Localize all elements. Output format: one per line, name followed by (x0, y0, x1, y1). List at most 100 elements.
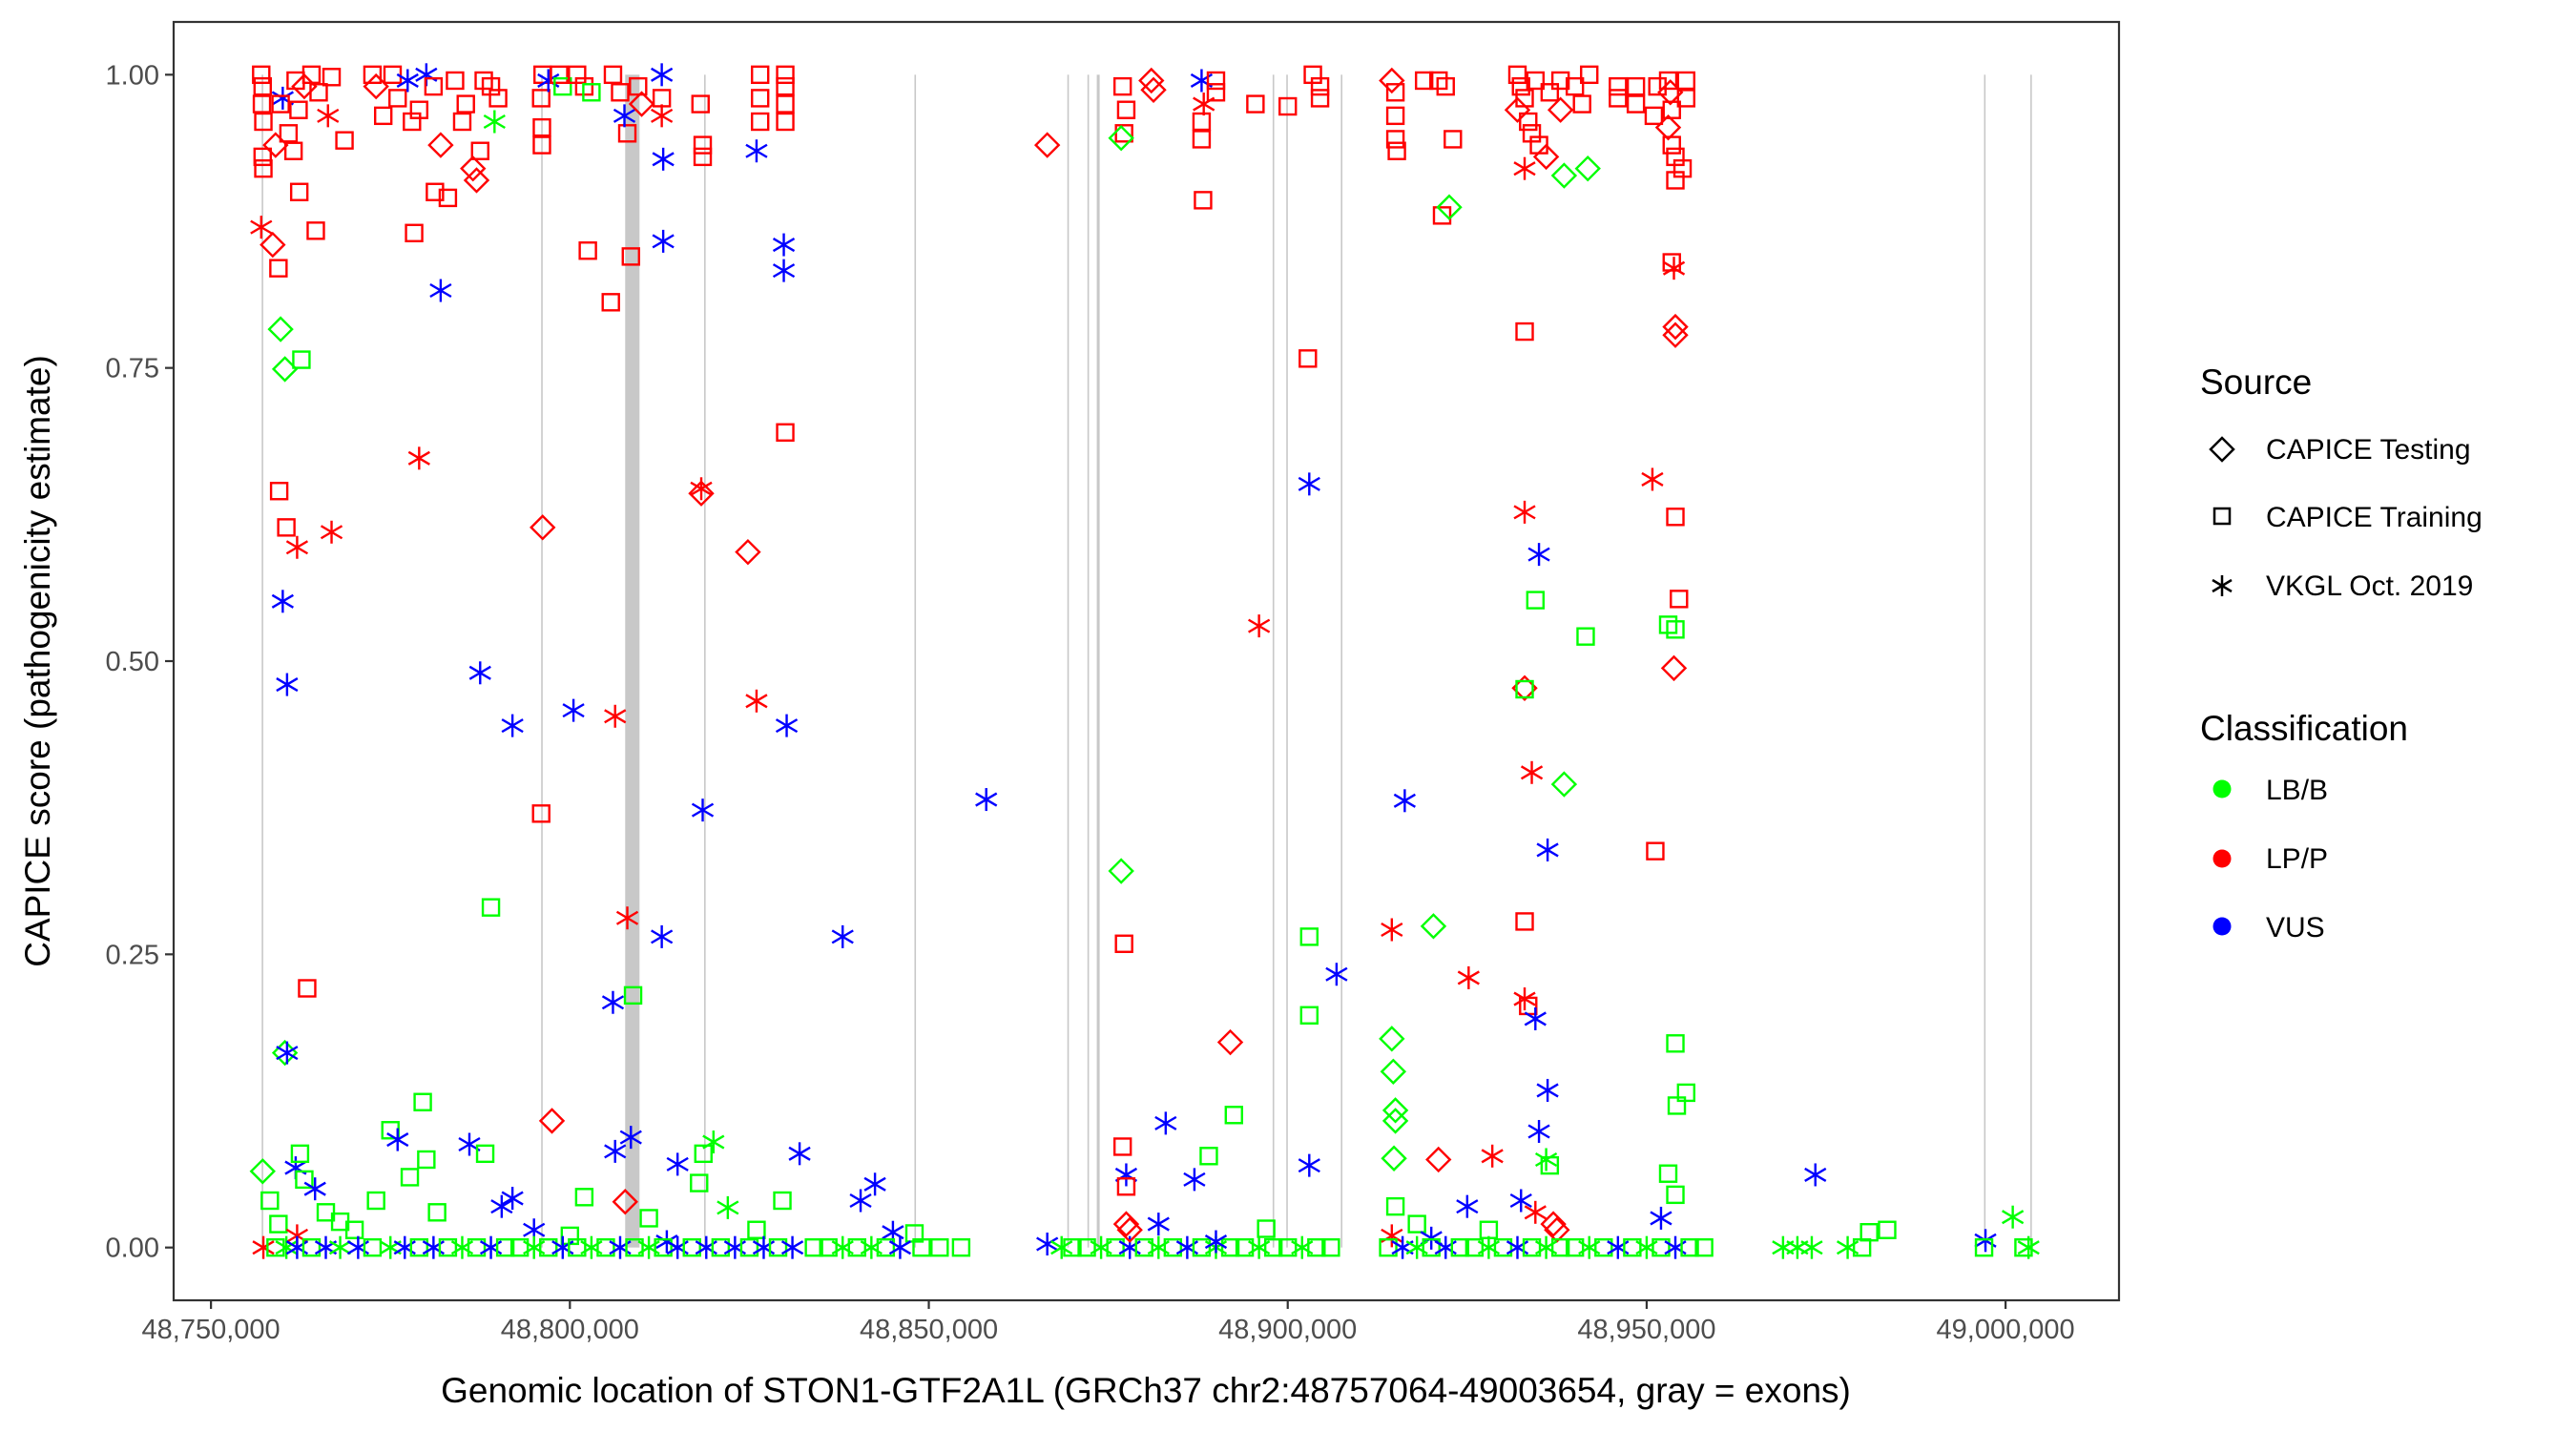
exon-band (1340, 74, 1342, 1248)
exon-band (1087, 74, 1090, 1248)
point-vkgl-u (772, 259, 796, 282)
point-vkgl-u (651, 924, 674, 948)
point-vkgl-u (1154, 1111, 1177, 1135)
point-training-p (269, 482, 289, 501)
point-vkgl-u (619, 1126, 642, 1150)
point-training-p (1246, 94, 1265, 114)
point-training-p (621, 247, 640, 266)
exon-band (1272, 74, 1275, 1248)
point-training-b (1666, 1185, 1685, 1205)
point-training-p (253, 76, 272, 96)
point-training-p (335, 131, 354, 150)
point-vkgl-u (888, 1235, 912, 1259)
legend-item-vkgl: VKGL Oct. 2019 (2212, 570, 2473, 602)
point-training-p (1565, 76, 1585, 96)
point-training-b (1422, 1237, 1441, 1257)
point-vkgl-p (317, 104, 340, 128)
exon-band (704, 74, 706, 1248)
point-training-p (617, 124, 637, 143)
point-training-b (509, 1237, 530, 1257)
point-training-b (1257, 1219, 1276, 1238)
point-vkgl-p (1641, 467, 1664, 491)
point-training-b (1565, 1237, 1585, 1257)
point-training-p (776, 65, 795, 85)
point-training-p (470, 141, 489, 160)
exon-band (1984, 74, 1986, 1248)
point-vkgl-u (1527, 1119, 1550, 1143)
point-training-b (739, 1237, 759, 1257)
point-training-p (456, 94, 475, 114)
x-axis: 48,750,000 48,800,000 48,850,000 48,900,000… (142, 1300, 2075, 1345)
legend-label: LB/B (2266, 775, 2328, 806)
point-training-p (1310, 76, 1330, 96)
point-training-p (1666, 171, 1685, 190)
point-training-b (295, 1170, 314, 1190)
point-training-p (1511, 76, 1530, 96)
point-training-b (1515, 679, 1534, 699)
y-tick-label: 0.00 (106, 1234, 159, 1264)
point-vkgl-p (745, 689, 768, 713)
point-testing-p (1547, 96, 1574, 123)
point-testing-p (1660, 654, 1688, 682)
point-training-p (309, 83, 328, 102)
point-testing-p (628, 91, 655, 117)
point-vkgl-u (604, 1139, 627, 1163)
legend-item-capice-testing: CAPICE Testing (2209, 434, 2471, 466)
point-vkgl-u (1524, 1006, 1547, 1030)
point-testing-p (1504, 96, 1531, 123)
point-training-p (426, 182, 445, 201)
legend-classification-title: Classification (2200, 709, 2408, 748)
point-training-p (252, 94, 272, 114)
point-training-b (1522, 1237, 1542, 1257)
point-training-p (1676, 89, 1696, 108)
point-training-b (1694, 1237, 1714, 1257)
point-training-p (383, 65, 403, 85)
point-training-p (301, 65, 322, 85)
point-training-b (1974, 1237, 1994, 1257)
point-training-b (1594, 1237, 1613, 1257)
exon-bands (261, 74, 2032, 1248)
y-tick-label: 0.50 (106, 647, 159, 677)
point-testing-b (1574, 155, 1601, 182)
point-training-b (301, 1237, 322, 1257)
point-training-b (1878, 1220, 1897, 1239)
point-testing-p (1662, 313, 1689, 341)
point-training-b (876, 1237, 896, 1257)
point-training-p (1112, 1137, 1132, 1156)
point-training-p (1206, 83, 1226, 102)
point-training-p (1644, 106, 1664, 126)
point-vkgl-u (651, 63, 674, 87)
point-training-b (596, 1237, 615, 1257)
point-vkgl-u (386, 1128, 409, 1151)
point-training-p (446, 71, 465, 91)
point-testing-b (1381, 1108, 1409, 1134)
point-testing-p (688, 480, 715, 507)
point-training-b (475, 1144, 495, 1164)
point-training-p (1414, 71, 1434, 91)
point-training-b (847, 1237, 866, 1257)
point-training-b (1450, 1237, 1469, 1257)
exon-band (914, 74, 917, 1248)
point-training-p (1626, 94, 1646, 114)
point-testing-b (1108, 125, 1134, 152)
point-training-p (289, 182, 309, 201)
point-training-b (568, 1237, 587, 1257)
point-training-b (930, 1237, 949, 1257)
point-vkgl-u (1393, 789, 1416, 813)
point-training-p (488, 89, 508, 108)
point-training-p (1310, 89, 1330, 108)
legend: Source CAPICE Testing CAPICE Training VK… (2200, 363, 2483, 944)
point-testing-b (1381, 1097, 1409, 1124)
point-training-b (1235, 1237, 1255, 1257)
point-vkgl-b (2017, 1235, 2040, 1259)
point-training-p (532, 135, 551, 155)
legend-item-capice-training: CAPICE Training (2212, 502, 2483, 533)
point-training-b (711, 1237, 731, 1257)
point-vkgl-u (1650, 1206, 1672, 1230)
point-testing-b (1550, 162, 1578, 189)
legend-label: VKGL Oct. 2019 (2266, 570, 2473, 602)
point-training-b (1385, 1196, 1405, 1216)
point-training-p (1206, 71, 1226, 91)
point-testing-b (1108, 858, 1134, 884)
